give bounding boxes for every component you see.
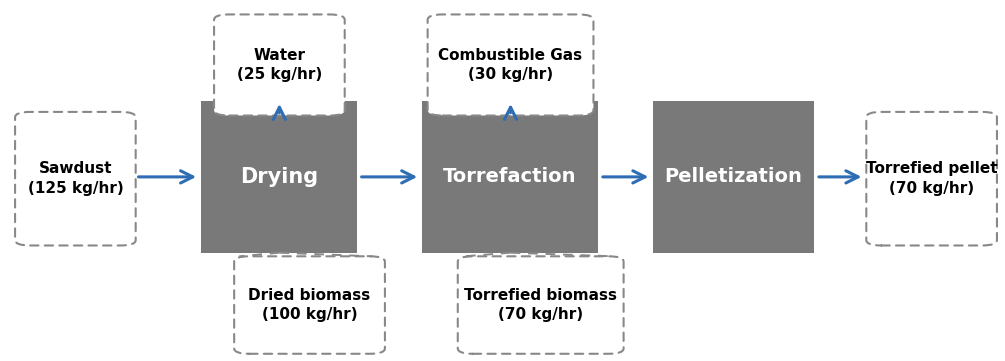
Text: Combustible Gas
(30 kg/hr): Combustible Gas (30 kg/hr) [438,48,583,82]
FancyBboxPatch shape [653,101,814,253]
FancyBboxPatch shape [866,112,997,245]
FancyBboxPatch shape [214,14,345,116]
FancyBboxPatch shape [15,112,136,245]
FancyBboxPatch shape [201,101,357,253]
FancyBboxPatch shape [428,14,593,116]
Text: Water
(25 kg/hr): Water (25 kg/hr) [237,48,322,82]
Text: Drying: Drying [240,167,318,187]
Text: Dried biomass
(100 kg/hr): Dried biomass (100 kg/hr) [248,288,371,322]
FancyBboxPatch shape [234,256,385,354]
Text: Torrefied pellet
(70 kg/hr): Torrefied pellet (70 kg/hr) [866,161,997,196]
FancyBboxPatch shape [458,256,623,354]
Text: Torrefaction: Torrefaction [443,168,577,186]
Text: Torrefied biomass
(70 kg/hr): Torrefied biomass (70 kg/hr) [464,288,617,322]
Text: Sawdust
(125 kg/hr): Sawdust (125 kg/hr) [27,161,124,196]
Text: Pelletization: Pelletization [664,168,803,186]
FancyBboxPatch shape [422,101,598,253]
